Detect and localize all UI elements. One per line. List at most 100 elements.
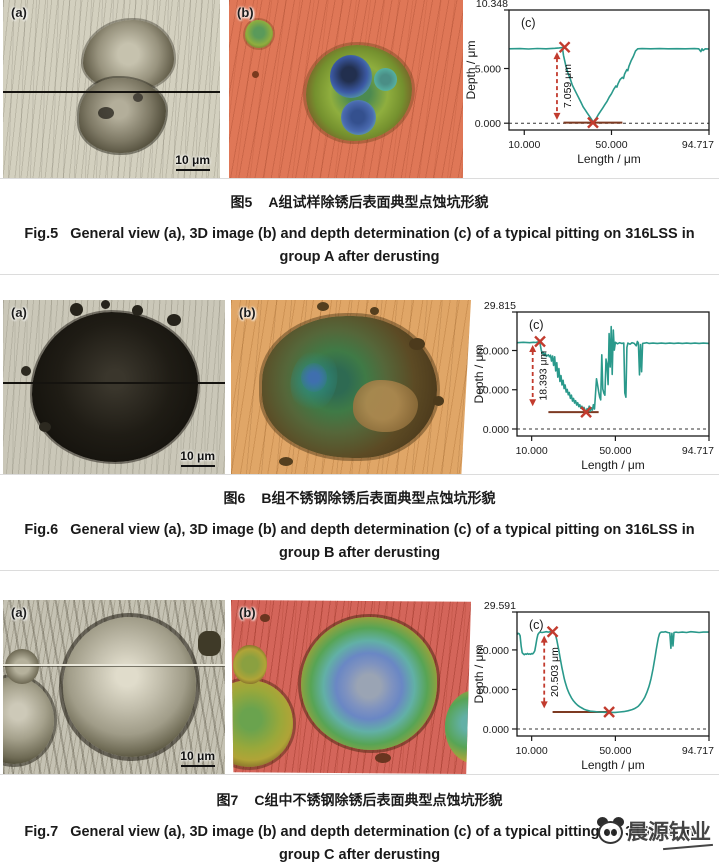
- svg-text:94.717: 94.717: [682, 139, 714, 151]
- pit-speck: [100, 300, 110, 309]
- section-gap: [0, 275, 719, 300]
- fig5-caption-en: Fig.5 General view (a), 3D image (b) and …: [8, 223, 711, 269]
- fig7-caption-en-line1: General view (a), 3D image (b) and depth…: [70, 824, 695, 840]
- fig7-panel-a-micrograph: (a) 10 μm: [3, 600, 225, 774]
- svg-text:Depth / μm: Depth / μm: [472, 345, 486, 404]
- fig5-panel-a-micrograph: (a) 10 μm: [3, 0, 220, 178]
- pit-speck: [408, 338, 425, 351]
- svg-text:50.000: 50.000: [599, 445, 631, 457]
- fig7-depth-profile-chart: 0.000 10.000 20.000 29.591 10.000 50.000 94.71…: [472, 600, 714, 772]
- pit-speck: [98, 106, 115, 119]
- pit-speck: [375, 753, 391, 764]
- pit-speck: [38, 421, 51, 432]
- svg-text:20.503 μm: 20.503 μm: [549, 647, 561, 697]
- svg-text:18.393 μm: 18.393 μm: [538, 350, 550, 400]
- scale-bar-text: 10 μm: [175, 153, 210, 167]
- fig5-caption-en-label: Fig.5: [24, 226, 59, 242]
- fig6-caption-en: Fig.6 General view (a), 3D image (b) and …: [8, 519, 711, 565]
- svg-text:7.059 μm: 7.059 μm: [562, 64, 574, 108]
- pit-dome: [3, 676, 55, 764]
- fig6-panel-a-micrograph: (a) 10 μm: [3, 300, 225, 474]
- fig6-panel-b-label: (b): [239, 305, 256, 320]
- pit-depth-zone: [329, 55, 372, 98]
- fig6-depth-profile-chart: 0.000 10.000 20.000 29.815 10.000 50.000 94.71…: [472, 300, 714, 472]
- svg-text:10.000: 10.000: [508, 139, 540, 151]
- fig7-caption: 图7 C组中不锈钢除锈后表面典型点蚀坑形貌 Fig.7 General view (…: [0, 774, 719, 865]
- fig6-panel-c-wrap: 0.000 10.000 20.000 29.815 10.000 50.000 94.71…: [471, 300, 719, 474]
- svg-text:(c): (c): [529, 618, 544, 632]
- pit-blob: [31, 312, 199, 462]
- fig5-caption-en-line1: General view (a), 3D image (b) and depth…: [70, 226, 695, 242]
- pit-speck: [279, 456, 293, 466]
- fig5-panel-b-3d-image: (b): [229, 0, 463, 178]
- fig7-panel-c-wrap: 0.000 10.000 20.000 29.591 10.000 50.000 94.71…: [471, 600, 719, 774]
- svg-text:Length / μm: Length / μm: [577, 152, 641, 166]
- fig6-caption-en-label: Fig.6: [24, 522, 59, 538]
- fig6-caption-cn-text: B组不锈钢除锈后表面典型点蚀坑形貌: [261, 490, 496, 506]
- fig7-panel-b-3d-image: (b): [231, 600, 471, 774]
- scale-bar: 10 μm: [180, 749, 215, 767]
- pit-speck: [198, 631, 221, 656]
- fig6-caption-en-line2: group B after derusting: [278, 545, 441, 561]
- fig6-caption-cn-label: 图6: [223, 490, 246, 506]
- scale-bar: 10 μm: [175, 153, 210, 171]
- pit-depth-zone: [374, 67, 398, 91]
- pit-speck: [370, 306, 380, 315]
- fig5-image-row: (a) 10 μm (b) 0.000 5.000 10.348 10.000 50.0…: [0, 0, 719, 178]
- watermark-underline: [663, 843, 713, 851]
- scale-bar-line: [180, 465, 215, 467]
- profile-section-line: [3, 381, 225, 384]
- fig7-caption-en: Fig.7 General view (a), 3D image (b) and …: [8, 821, 711, 865]
- profile-section-line: [3, 90, 220, 93]
- svg-text:50.000: 50.000: [595, 139, 627, 151]
- scale-bar-text: 10 μm: [180, 749, 215, 763]
- fig5-caption-en-line2: group A after derusting: [279, 249, 440, 265]
- pit-speck: [252, 71, 260, 79]
- fig5-caption-cn-label: 图5: [230, 194, 253, 210]
- svg-text:10.000: 10.000: [477, 385, 509, 397]
- pit-3d-crater: [231, 680, 294, 768]
- svg-text:Depth / μm: Depth / μm: [472, 645, 486, 704]
- scale-bar-text: 10 μm: [180, 449, 215, 463]
- scale-bar-line: [180, 765, 215, 767]
- profile-section-line: [3, 664, 225, 667]
- pit-3d-crater-small: [233, 645, 267, 684]
- pit-speck: [20, 366, 31, 377]
- svg-text:29.591: 29.591: [484, 600, 516, 612]
- fig5-panel-b-label: (b): [237, 5, 254, 20]
- fig5-depth-profile-chart: 0.000 5.000 10.348 10.000 50.000 94.717 Length…: [464, 0, 714, 166]
- panda-face: [598, 821, 623, 844]
- pit-debris-patch: [353, 380, 419, 433]
- svg-text:10.000: 10.000: [516, 745, 548, 757]
- pit-speck: [69, 303, 83, 317]
- fig7-caption-cn-label: 图7: [216, 792, 239, 808]
- svg-text:5.000: 5.000: [475, 64, 501, 76]
- fig7-caption-en-line2: group C after derusting: [278, 847, 441, 863]
- watermark-text: 晨源钛业: [627, 816, 713, 851]
- fig7-caption-en-label: Fig.7: [24, 824, 59, 840]
- pit-speck: [133, 92, 144, 102]
- pit-3d-crater: [300, 617, 438, 750]
- svg-text:50.000: 50.000: [599, 745, 631, 757]
- svg-text:(c): (c): [521, 16, 536, 30]
- svg-text:Length / μm: Length / μm: [581, 458, 645, 472]
- fig6-image-row: (a) 10 μm (b) 0.00: [0, 300, 719, 474]
- section-gap: [0, 571, 719, 600]
- fig6-panel-b-3d-image: (b): [231, 300, 471, 474]
- fig7-panel-a-label: (a): [11, 605, 27, 620]
- svg-text:10.000: 10.000: [516, 445, 548, 457]
- fig5-caption: 图5 A组试样除锈后表面典型点蚀坑形貌 Fig.5 General view (a)…: [0, 178, 719, 275]
- fig7-panel-b-label: (b): [239, 605, 256, 620]
- pit-3d-crater: [444, 690, 471, 764]
- svg-text:20.000: 20.000: [477, 346, 509, 358]
- svg-text:Depth / μm: Depth / μm: [464, 41, 478, 100]
- fig6-panel-a-label: (a): [11, 305, 27, 320]
- fig5-panel-a-label: (a): [11, 5, 27, 20]
- fig6-caption-en-line1: General view (a), 3D image (b) and depth…: [70, 522, 695, 538]
- watermark: 晨源钛业: [597, 806, 719, 856]
- svg-text:20.000: 20.000: [477, 645, 509, 657]
- pit-depth-zone: [300, 362, 327, 393]
- scale-bar: 10 μm: [180, 449, 215, 467]
- svg-text:29.815: 29.815: [484, 300, 516, 312]
- pit-speck: [131, 305, 143, 317]
